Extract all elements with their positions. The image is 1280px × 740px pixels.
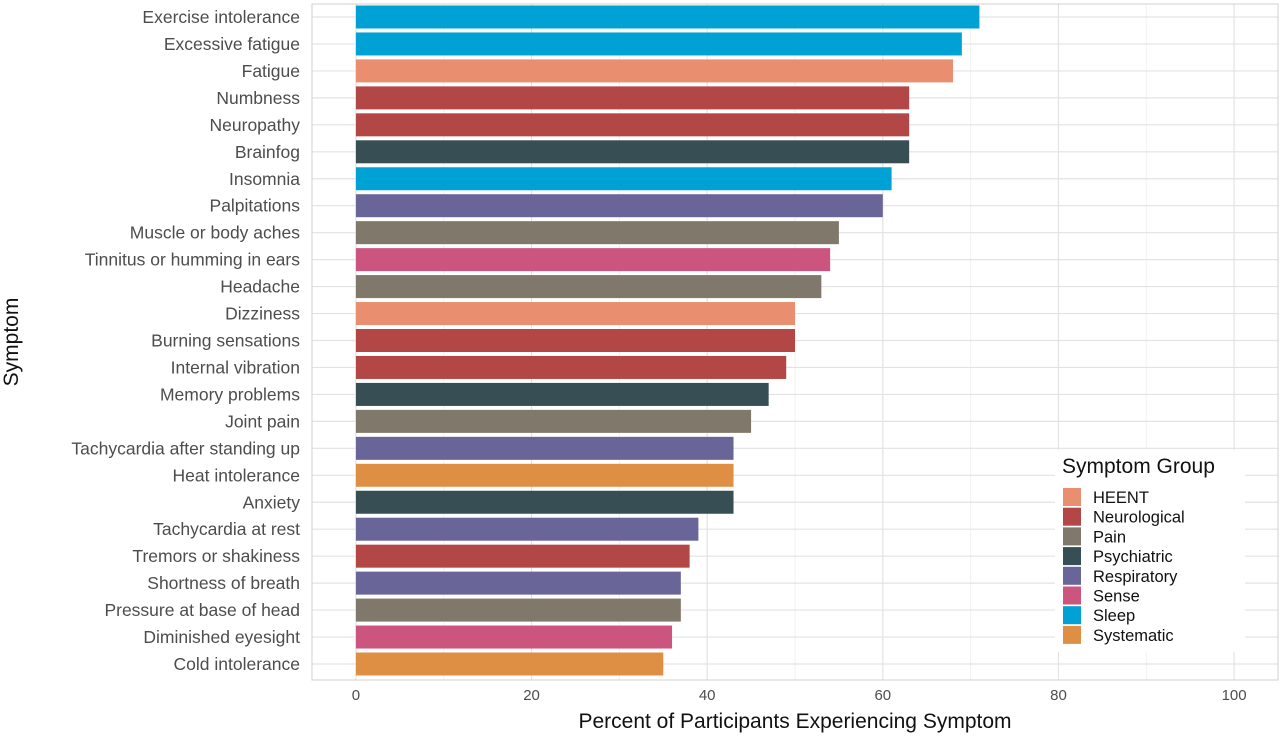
legend-label: Respiratory (1093, 568, 1178, 586)
legend-label: Sense (1093, 588, 1140, 606)
y-tick-label: Tachycardia at rest (153, 519, 300, 539)
legend-label: Neurological (1093, 509, 1185, 527)
y-tick-label: Joint pain (225, 411, 300, 431)
y-tick-label: Palpitations (210, 196, 301, 216)
y-tick-label: Muscle or body aches (130, 223, 300, 243)
legend-label: Sleep (1093, 607, 1135, 625)
y-tick-label: Tremors or shakiness (132, 546, 300, 566)
bar (355, 598, 681, 622)
y-tick-label: Numbness (216, 88, 300, 108)
bar (355, 490, 734, 514)
legend-label: Systematic (1093, 627, 1174, 645)
y-tick-label: Memory problems (160, 384, 300, 404)
legend-title: Symptom Group (1062, 455, 1215, 478)
bar (355, 140, 910, 164)
x-tick-label: 40 (699, 687, 716, 704)
bar (355, 221, 839, 245)
legend-label: Pain (1093, 528, 1126, 546)
bar (355, 382, 769, 406)
x-tick-label: 20 (523, 687, 540, 704)
x-tick-label: 60 (874, 687, 891, 704)
bar (355, 652, 664, 676)
legend-swatch (1063, 527, 1081, 546)
y-tick-label: Headache (220, 277, 300, 297)
panel-border (311, 3, 1279, 681)
x-tick-labels: 0 20 40 60 80 100 (352, 687, 1247, 704)
legend-swatch (1063, 507, 1081, 526)
bar (355, 625, 673, 649)
legend-swatch (1063, 566, 1081, 585)
legend-label: Psychiatric (1093, 548, 1173, 566)
y-tick-label: Brainfog (235, 142, 300, 162)
y-tick-label: Shortness of breath (147, 573, 300, 593)
y-tick-label: Internal vibration (171, 357, 300, 377)
legend-label: HEENT (1093, 489, 1149, 507)
x-axis-title: Percent of Participants Experiencing Sym… (578, 710, 1011, 733)
y-tick-label: Dizziness (225, 304, 300, 324)
bar (355, 86, 910, 110)
bar (355, 167, 892, 191)
bar (355, 544, 690, 568)
legend-swatch (1063, 488, 1081, 506)
legend-swatch (1063, 606, 1081, 625)
y-tick-label: Diminished eyesight (143, 627, 300, 647)
y-tick-label: Heat intolerance (173, 465, 300, 485)
legend-swatch (1063, 586, 1081, 605)
legend-swatch (1063, 625, 1081, 644)
y-tick-labels: Exercise intolerance Excessive fatigue Fat… (71, 7, 300, 674)
y-tick-label: Fatigue (242, 61, 300, 81)
x-tick-label: 0 (352, 687, 360, 704)
y-tick-label: Neuropathy (210, 115, 301, 135)
bar (355, 32, 962, 56)
y-tick-label: Burning sensations (151, 331, 300, 351)
bar (355, 275, 822, 299)
bar (355, 463, 734, 487)
bar (355, 436, 734, 460)
bar (355, 59, 954, 83)
bar (355, 194, 883, 218)
y-tick-label: Anxiety (243, 492, 301, 512)
bar (355, 517, 699, 541)
bar (355, 248, 831, 272)
x-tick-label: 80 (1050, 687, 1067, 704)
y-tick-label: Exercise intolerance (142, 7, 300, 27)
y-tick-label: Pressure at base of head (104, 600, 300, 620)
bar (355, 329, 795, 352)
y-tick-label: Tinnitus or humming in ears (85, 250, 301, 270)
bar (355, 302, 795, 326)
legend-background (1055, 450, 1245, 652)
y-tick-label: Excessive fatigue (164, 34, 300, 54)
y-axis-title: Symptom (0, 298, 23, 387)
bar (355, 409, 752, 433)
x-tick-label: 100 (1222, 687, 1247, 704)
y-tick-label: Tachycardia after standing up (71, 438, 300, 458)
bars (355, 5, 980, 676)
bar (355, 5, 980, 29)
y-tick-label: Insomnia (229, 169, 300, 189)
legend-swatch (1063, 547, 1081, 566)
bar (355, 571, 681, 595)
y-tick-label: Cold intolerance (174, 654, 300, 674)
bar (355, 355, 787, 379)
bar (355, 113, 910, 137)
